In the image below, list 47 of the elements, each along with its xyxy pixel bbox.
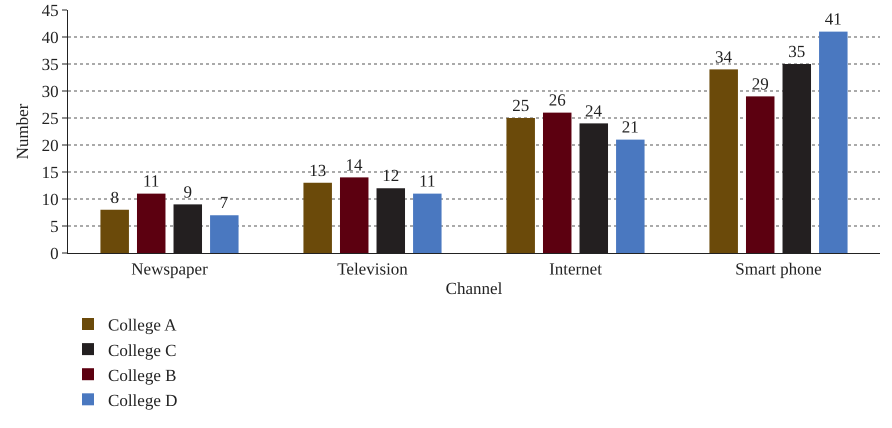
data-label: 21: [622, 118, 639, 137]
data-label: 7: [220, 193, 229, 212]
y-tick-label: 25: [42, 108, 59, 128]
bar: [819, 32, 848, 253]
legend-label: College B: [108, 366, 176, 385]
data-label: 41: [824, 10, 842, 29]
bar: [542, 112, 572, 253]
data-label: 24: [585, 101, 603, 120]
data-label: 11: [419, 172, 436, 191]
x-axis-title: Channel: [446, 278, 503, 298]
data-label: 25: [512, 96, 530, 115]
bar: [100, 210, 129, 253]
bar: [616, 140, 645, 253]
data-label: 13: [309, 160, 326, 180]
data-label: 14: [345, 155, 363, 174]
x-tick-label: Smart phone: [735, 259, 822, 278]
bar: [210, 215, 239, 253]
y-tick-label: 10: [42, 190, 59, 209]
y-tick-label: 0: [50, 244, 59, 263]
data-label: 29: [752, 74, 769, 94]
y-tick-label: 15: [42, 162, 59, 182]
y-tick-label: 45: [42, 0, 59, 20]
bar: [340, 177, 368, 253]
bar: [709, 69, 738, 253]
data-label: 12: [382, 166, 400, 186]
x-tick-label: Newspaper: [131, 259, 208, 278]
y-tick-label: 40: [42, 28, 59, 47]
x-tick-label: Television: [337, 259, 408, 278]
legend-label: College A: [108, 316, 178, 335]
y-tick-label: 20: [42, 136, 59, 155]
y-tick-label: 5: [50, 216, 59, 236]
data-label: 34: [714, 47, 732, 66]
bar: [136, 194, 166, 253]
y-tick-label: 30: [42, 82, 59, 101]
data-label: 9: [184, 182, 192, 202]
data-label: 26: [548, 90, 566, 110]
y-tick-label: 35: [42, 54, 59, 74]
bar: [303, 182, 332, 253]
y-axis-title: Number: [13, 103, 32, 160]
data-label: 11: [143, 172, 160, 191]
bar: [413, 194, 442, 253]
legend-label: College C: [108, 340, 176, 360]
bar: [506, 118, 535, 253]
data-label: 35: [788, 42, 806, 61]
legend-label: College D: [108, 390, 178, 410]
bar: [746, 96, 774, 253]
x-tick-label: Internet: [549, 259, 602, 278]
